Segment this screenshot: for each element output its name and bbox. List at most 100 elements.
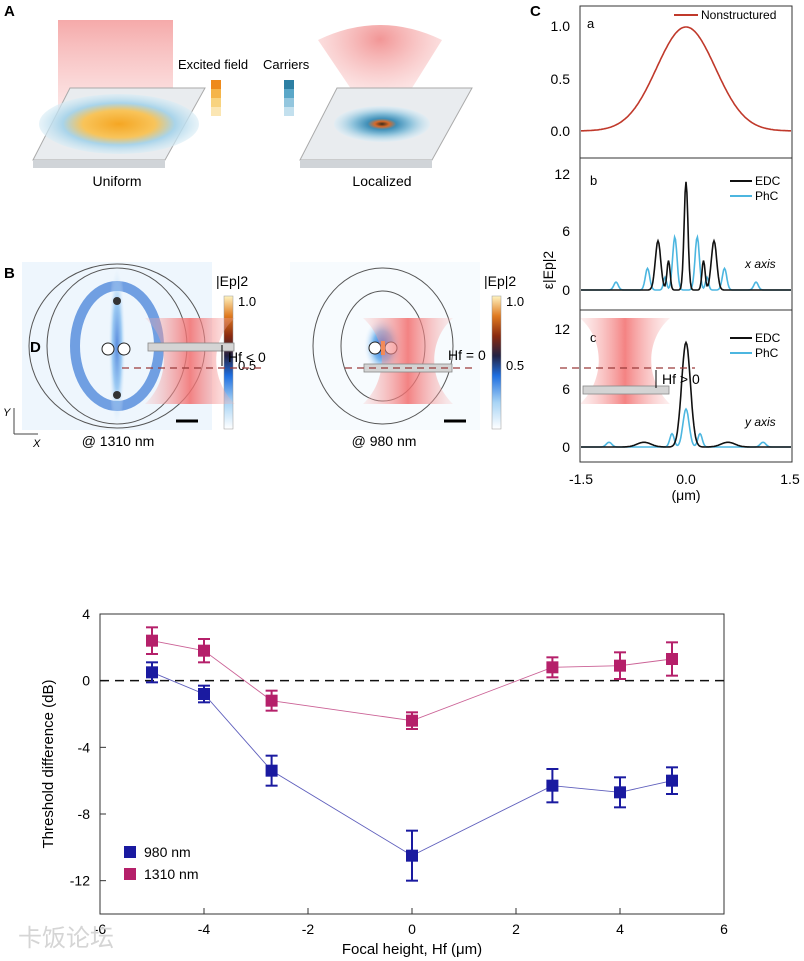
subplot-c-ytick-top: 12 — [554, 321, 570, 337]
map-980-dimer-left — [368, 341, 382, 355]
map-1310-top-pair — [113, 297, 121, 305]
panel-a: A Uniform Excited field Carriers Localiz… — [4, 3, 473, 189]
carrier-swatch-1 — [284, 89, 294, 98]
data-point-1-0 — [146, 634, 158, 647]
map-1310-dimer-left — [101, 342, 115, 356]
subplot-a-ytick-bottom: 0.0 — [551, 123, 571, 139]
legend-nonstructured: Nonstructured — [701, 8, 776, 22]
localized-label: Localized — [352, 173, 411, 189]
map-1310-vertical-band — [108, 262, 126, 430]
localized-schematic: Localized — [299, 25, 473, 189]
subplot-b-label: b — [590, 173, 597, 188]
x-tick-label-0: -6 — [94, 921, 107, 937]
panel-b-label: B — [4, 265, 15, 282]
uniform-substrate-edge — [33, 160, 165, 168]
data-point-1-3 — [406, 714, 418, 727]
beam-hf-neg — [145, 318, 235, 404]
map-1310-bottom-pair — [113, 391, 121, 399]
legend-edc-c: EDC — [755, 331, 781, 345]
chart-series — [146, 626, 678, 882]
hf-pos-label: Hf > 0 — [662, 371, 700, 387]
colorbar-left-bar — [223, 295, 234, 430]
data-point-0-1 — [198, 688, 210, 700]
panel-a-label: A — [4, 3, 15, 20]
panel-d-schematic: D Hf < 0 Hf = 0 Hf > 0 — [30, 318, 700, 404]
localized-beam — [318, 25, 442, 120]
excited-swatch-0 — [211, 80, 221, 89]
carrier-swatch-3 — [284, 107, 294, 116]
curve-edc-y — [581, 340, 791, 448]
data-point-0-4 — [546, 779, 559, 792]
legend-phc-b: PhC — [755, 189, 779, 203]
colorbar-right-bar — [491, 295, 502, 430]
curve-phc-x — [581, 233, 791, 291]
localized-substrate-edge — [300, 160, 432, 168]
hf-zero-label: Hf = 0 — [448, 347, 486, 363]
watermark: 卡饭论坛 — [18, 925, 114, 952]
colorbar-left-mid: 0.5 — [238, 358, 256, 373]
legend-edc-b: EDC — [755, 174, 781, 188]
data-point-0-2 — [265, 764, 278, 777]
legend-excited-field: Excited field — [178, 57, 248, 72]
legend-phc-c: PhC — [755, 346, 779, 360]
map-980-caption: @ 980 nm — [352, 433, 417, 449]
panel-c-xtick-right: 1.5 — [780, 471, 800, 487]
data-point-1-4 — [546, 661, 559, 674]
x-tick-label-1: -4 — [198, 921, 211, 937]
legend-1310-swatch — [124, 868, 136, 880]
y-tick-label-4: -12 — [70, 873, 90, 889]
sample-hf-pos-visible — [582, 385, 670, 395]
excited-swatch-1 — [211, 89, 221, 98]
data-point-1-6 — [666, 653, 678, 665]
y-tick-label-3: -8 — [78, 806, 91, 822]
sample-hf-neg — [147, 342, 235, 352]
chart-ylabel: Threshold difference (dB) — [40, 680, 57, 849]
uniform-schematic: Uniform — [32, 20, 206, 189]
colorbar-left: |Ep|2 1.0 0.5 — [216, 273, 256, 430]
y-tick-label-2: -4 — [78, 739, 91, 755]
beam-hf-zero — [363, 318, 453, 404]
y-tick-label-1: 0 — [82, 673, 90, 689]
x-tick-label-3: 0 — [408, 921, 416, 937]
colorbar-right: |Ep|2 1.0 0.5 — [484, 273, 524, 430]
axis-x-label: X — [32, 438, 41, 450]
subplot-b-axis-note: x axis — [744, 257, 776, 271]
colorbar-left-title: |Ep|2 — [216, 273, 248, 289]
colorbar-right-title: |Ep|2 — [484, 273, 516, 289]
data-point-0-5 — [614, 786, 626, 799]
axis-y-label: Y — [3, 407, 11, 419]
subplot-b-ytick-top: 12 — [554, 166, 570, 182]
data-point-1-2 — [265, 694, 278, 707]
x-tick-label-5: 4 — [616, 921, 624, 937]
carrier-swatch-0 — [284, 80, 294, 89]
panel-c-label: C — [530, 3, 541, 20]
series-line-1 — [151, 640, 673, 722]
map-980-contour-2 — [312, 267, 454, 425]
carrier-swatch-2 — [284, 98, 294, 107]
data-point-1-1 — [198, 644, 210, 657]
panel-c-xtick-left: -1.5 — [569, 471, 593, 487]
localized-spot — [334, 106, 430, 142]
colorbar-right-mid: 0.5 — [506, 358, 524, 373]
legend-1310: 1310 nm — [144, 866, 198, 882]
subplot-a-ytick-top: 1.0 — [551, 18, 571, 34]
threshold-chart: -6 -4 -2 0 2 4 6 4 0 -4 -8 -12 Focal height, Hf (μm… — [40, 606, 728, 958]
panel-c-xlabel: (μm) — [671, 487, 700, 503]
panel-a-legend: Excited field Carriers — [178, 57, 310, 116]
uniform-spot — [39, 94, 199, 154]
panel-c-xtick-mid: 0.0 — [676, 471, 696, 487]
subplot-b: b EDC PhC x axis 12 6 0 — [554, 157, 793, 311]
beam-hf-pos — [580, 318, 670, 404]
subplot-a: a Nonstructured 1.0 0.5 0.0 — [551, 5, 793, 159]
data-point-0-6 — [666, 774, 678, 787]
excited-swatch-3 — [211, 107, 221, 116]
subplot-c-frame — [579, 309, 793, 463]
uniform-label: Uniform — [92, 173, 141, 189]
y-tick-label-0: 4 — [82, 606, 90, 622]
subplot-a-frame — [579, 5, 793, 159]
legend-980-swatch — [124, 846, 136, 858]
colorbar-left-max: 1.0 — [238, 294, 256, 309]
subplot-b-ytick-bottom: 0 — [562, 282, 570, 298]
x-tick-label-6: 6 — [720, 921, 728, 937]
